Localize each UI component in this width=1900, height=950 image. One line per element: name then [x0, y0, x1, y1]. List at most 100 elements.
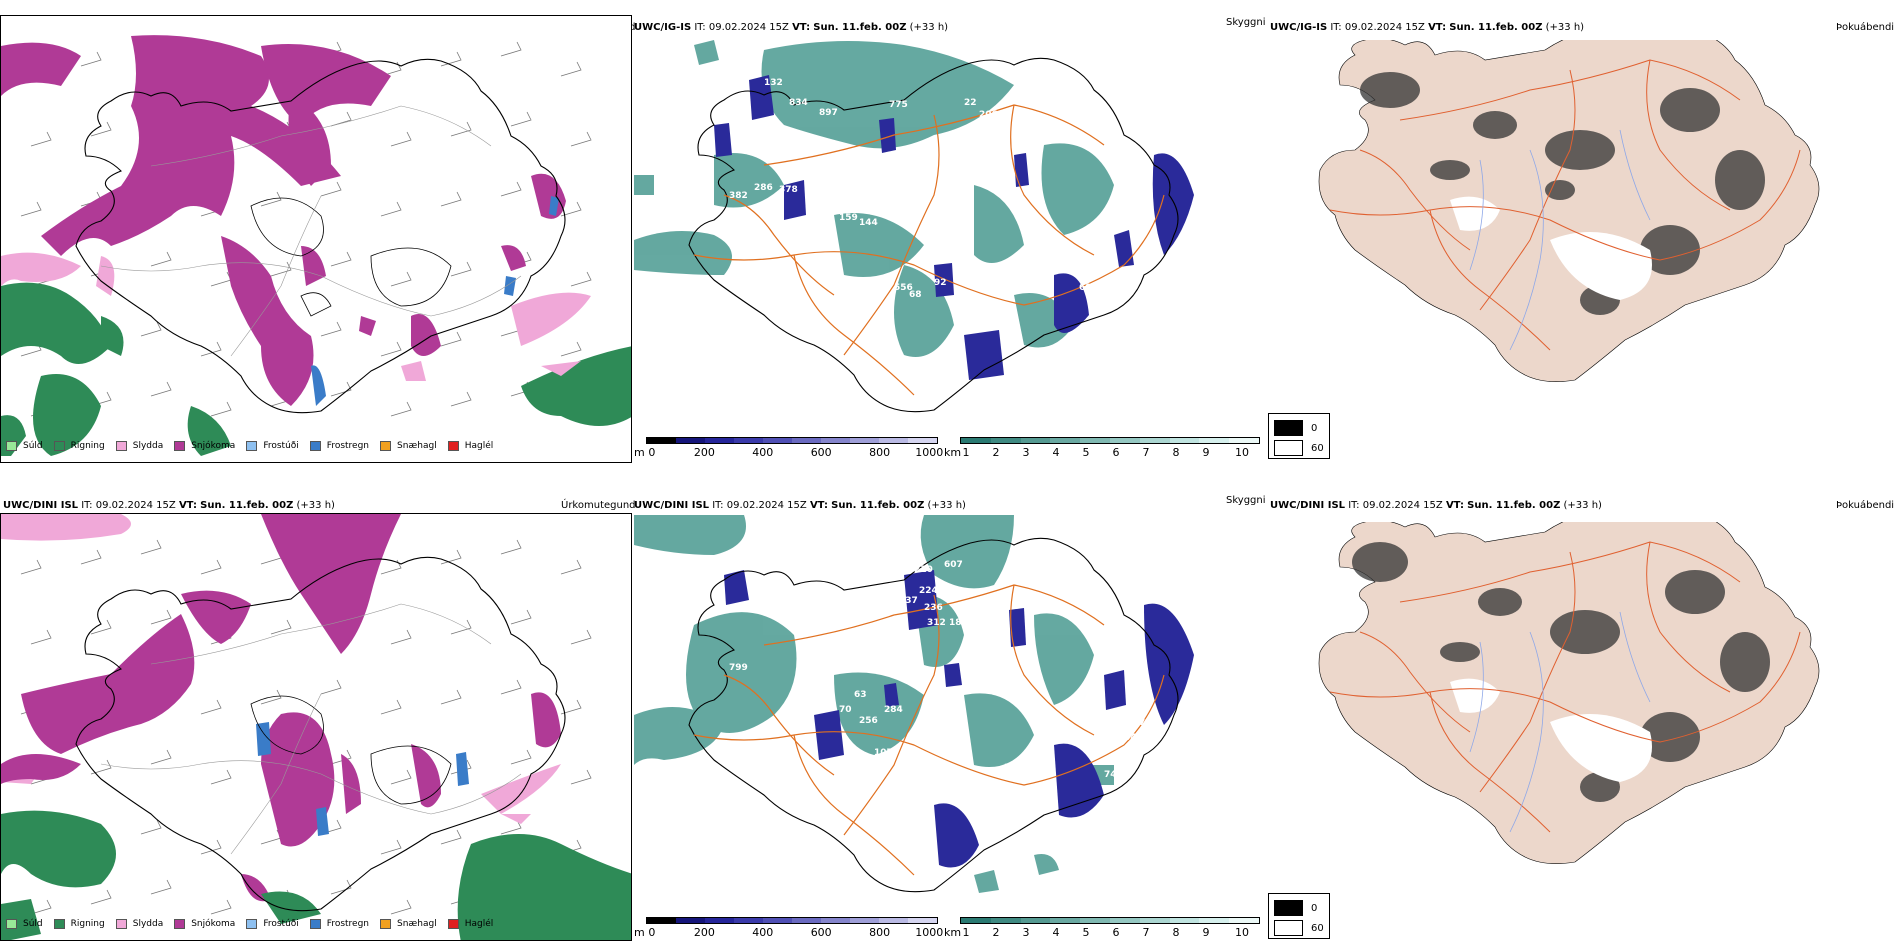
legend-label: Snjókoma [191, 919, 235, 929]
swatch [6, 919, 17, 929]
vis-value-label: 77 [1119, 723, 1132, 733]
vis-value-label: 607 [944, 560, 963, 570]
vis-km-colorbar-1: 1 2 3 4 5 6 7 8 9 10 [960, 437, 1260, 444]
vis-value-label: 312 [927, 618, 946, 628]
vis-value-label: 92 [934, 278, 947, 288]
cb-seg [1199, 918, 1229, 923]
cb-seg [647, 918, 676, 923]
legend-item-slydda: Slydda [116, 919, 163, 929]
vt-label: VT: [179, 500, 197, 511]
colorbar-km [960, 917, 1260, 924]
legend-label: Súld [23, 441, 43, 451]
tick: 1 [963, 926, 970, 939]
legend-item-snaehagl: Snæhagl [380, 441, 437, 451]
vis-value-label: 382 [729, 191, 748, 201]
model-name: UWC/DINI ISL [634, 500, 709, 511]
model-name: UWC/IG-IS [634, 22, 691, 33]
fog-title-1: Þokuábendi [1836, 22, 1894, 33]
model-name: UWC/DINI ISL [3, 500, 78, 511]
tick: 0 [648, 926, 655, 939]
vis-value-label: 206 [979, 110, 998, 120]
legend-item-snjokoma: Snjókoma [174, 441, 235, 451]
cb-seg [991, 918, 1021, 923]
vis-header-1: UWC/IG-IS IT: 09.02.2024 15Z VT: Sun. 11… [634, 22, 948, 34]
tick: 7 [1143, 446, 1150, 459]
vis-value-label: 219 [974, 123, 993, 133]
vis-value-label: 834 [789, 98, 808, 108]
legend-label: Slydda [133, 919, 163, 929]
swatch-white [1274, 920, 1303, 936]
tick: 6 [1113, 446, 1120, 459]
vis-value-label: 68 [1114, 223, 1127, 233]
cb-seg [734, 918, 763, 923]
vis-value-label: 224 [919, 586, 938, 596]
colorbar-m [646, 917, 938, 924]
cb-seg [1140, 918, 1170, 923]
ptype-legend-1: Súld Rigning Slydda Snjókoma Frostúði Fr… [6, 441, 504, 451]
swatch [448, 441, 459, 451]
cb-seg [734, 438, 763, 443]
cb-seg [676, 918, 705, 923]
it-label: IT: [712, 500, 723, 511]
vis-value-label: 70 [839, 705, 852, 715]
ptype-legend-2: Súld Rigning Slydda Snjókoma Frostúði Fr… [6, 919, 504, 929]
tick: 0 [648, 446, 655, 459]
vis-value-label: 144 [859, 218, 878, 228]
legend-label: Frostregn [327, 919, 369, 929]
legend-label: Snæhagl [397, 919, 437, 929]
vis-header-2: UWC/DINI ISL IT: 09.02.2024 15Z VT: Sun.… [634, 500, 966, 512]
tick: 5 [1083, 926, 1090, 939]
swatch-black [1274, 900, 1303, 916]
vis-value-label: 236 [924, 603, 943, 613]
swatch [310, 919, 321, 929]
vis-m-unit-2: m [634, 926, 645, 939]
cb-seg [1199, 438, 1229, 443]
vis-value-label: 107 [859, 843, 878, 853]
vis-value-label: 286 [754, 183, 773, 193]
swatch [380, 919, 391, 929]
tick: 800 [869, 926, 890, 939]
vis-value-label: 184 [949, 618, 968, 628]
tick: 800 [869, 446, 890, 459]
legend-label: Slydda [133, 441, 163, 451]
legend-item-frostudi: Frostúði [246, 441, 298, 451]
cb-seg [1170, 918, 1200, 923]
legend-label: Snæhagl [397, 441, 437, 451]
ptype-map-1 [0, 15, 632, 463]
legend-item-haglel: Haglél [448, 441, 494, 451]
cb-seg [908, 918, 937, 923]
tick: 200 [694, 926, 715, 939]
ptype-header-2: UWC/DINI ISL IT: 09.02.2024 15Z VT: Sun.… [3, 500, 335, 512]
cb-seg [1229, 918, 1259, 923]
vis-value-label: 60 [1079, 283, 1092, 293]
fog-title-2: Þokuábendi [1836, 500, 1894, 511]
tick: 200 [694, 446, 715, 459]
vt-value: Sun. 11.feb. 00Z [1449, 22, 1542, 33]
model-name: UWC/DINI ISL [1270, 500, 1345, 511]
glacier-outlines [251, 198, 451, 316]
ptype-map-svg-2 [1, 514, 632, 941]
cb-seg [879, 438, 908, 443]
vis-value-label: 799 [729, 663, 748, 673]
vis-value-label: 350 [874, 808, 893, 818]
vis-value-label: 72 [1139, 218, 1152, 228]
vt-value: Sun. 11.feb. 00Z [831, 500, 924, 511]
fog-max: 60 [1311, 923, 1324, 934]
tick: 10 [1235, 446, 1249, 459]
cb-seg [763, 438, 792, 443]
tick: 400 [752, 446, 773, 459]
ptype-map-svg-1 [1, 16, 632, 463]
vis-value-label: 132 [764, 78, 783, 88]
legend-item-rigning: Rigning [54, 441, 105, 451]
vis-value-label: 266 [694, 196, 713, 206]
legend-item-frostregn: Frostregn [310, 441, 369, 451]
cb-seg [676, 438, 705, 443]
it-value: 09.02.2024 15Z [727, 500, 807, 511]
cb-seg [821, 918, 850, 923]
vis-value-label: 775 [889, 100, 908, 110]
legend-label: Súld [23, 919, 43, 929]
tick: 10 [1235, 926, 1249, 939]
precip-freezing [311, 196, 559, 406]
cb-seg [1021, 438, 1051, 443]
fog-header-2: UWC/DINI ISL IT: 09.02.2024 15Z VT: Sun.… [1270, 500, 1602, 512]
